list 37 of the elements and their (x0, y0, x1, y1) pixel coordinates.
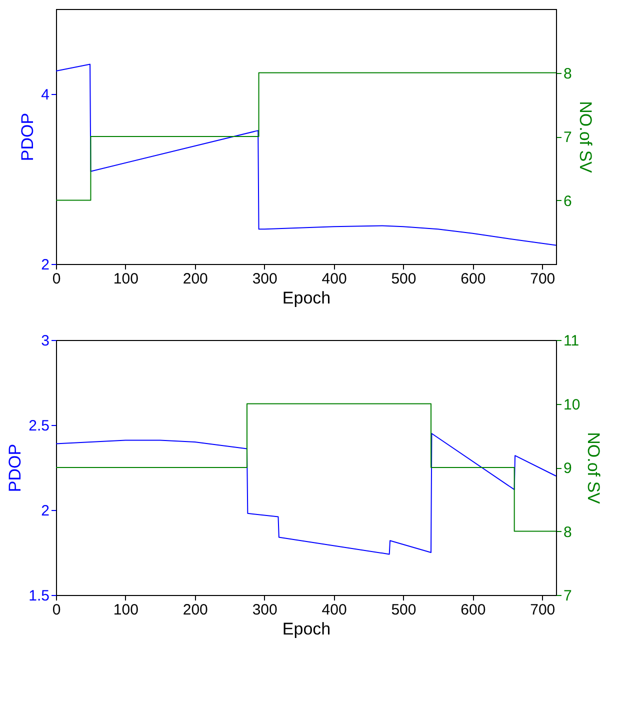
y2-tick-label: 7 (564, 129, 572, 146)
y-tick-label: 2.5 (28, 418, 50, 434)
y2-axis-title: NO.of SV (576, 101, 595, 174)
x-tick-label: 200 (182, 270, 208, 288)
y2-tick-label: 11 (564, 332, 580, 350)
y-tick-label: 2 (41, 502, 50, 520)
x-tick-label: 600 (460, 270, 486, 288)
y2-tick-label: 8 (564, 524, 572, 541)
x-axis-title: Epoch (282, 288, 331, 308)
x-tick-label: 400 (322, 602, 347, 618)
x-tick-label: 100 (113, 602, 138, 618)
y-tick-label: 1.5 (28, 588, 50, 604)
x-axis-title: Epoch (282, 620, 331, 638)
x-tick-label: 500 (391, 270, 416, 288)
x-tick-label: 500 (391, 602, 416, 618)
y2-tick-label: 9 (564, 460, 572, 477)
y2-tick-label: 7 (564, 588, 572, 604)
x-tick-label: 700 (530, 270, 556, 288)
y-tick-label: 2 (41, 256, 50, 274)
x-tick-label: 100 (113, 270, 138, 288)
line-series (56, 433, 556, 555)
y2-tick-label: 10 (564, 396, 580, 414)
x-tick-label: 0 (52, 602, 61, 618)
x-tick-label: 400 (322, 270, 347, 288)
y-tick-label: 4 (41, 86, 50, 104)
y-axis-title: PDOP (6, 444, 25, 492)
x-tick-label: 300 (252, 270, 278, 288)
x-tick-label: 700 (530, 602, 556, 618)
y-axis-title: PDOP (18, 112, 38, 162)
x-tick-label: 0 (52, 270, 61, 288)
x-tick-label: 300 (252, 602, 278, 618)
y-tick-label: 3 (41, 332, 50, 350)
y2-tick-label: 8 (564, 65, 572, 82)
x-tick-label: 600 (460, 602, 486, 618)
x-tick-label: 200 (182, 602, 208, 618)
y2-tick-label: 6 (564, 192, 572, 210)
y2-axis-title: NO.of SV (584, 432, 604, 505)
